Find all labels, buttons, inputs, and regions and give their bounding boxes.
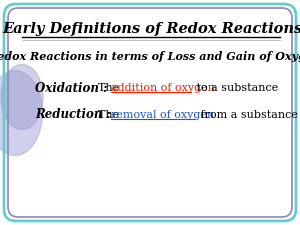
Text: Oxidation :: Oxidation : [35, 81, 107, 94]
Text: removal of oxygen: removal of oxygen [111, 110, 214, 120]
Text: The: The [98, 83, 123, 93]
Text: addition of oxygen: addition of oxygen [111, 83, 215, 93]
Text: Early Definitions of Redox Reactions: Early Definitions of Redox Reactions [2, 22, 300, 36]
Ellipse shape [1, 65, 43, 130]
Text: from a substance: from a substance [197, 110, 298, 120]
Ellipse shape [0, 70, 43, 155]
Text: to a substance: to a substance [193, 83, 278, 93]
Text: Reduction :: Reduction : [35, 108, 111, 122]
Text: Redox Reactions in terms of Loss and Gain of Oxygen: Redox Reactions in terms of Loss and Gai… [0, 52, 300, 63]
Text: The: The [98, 110, 123, 120]
